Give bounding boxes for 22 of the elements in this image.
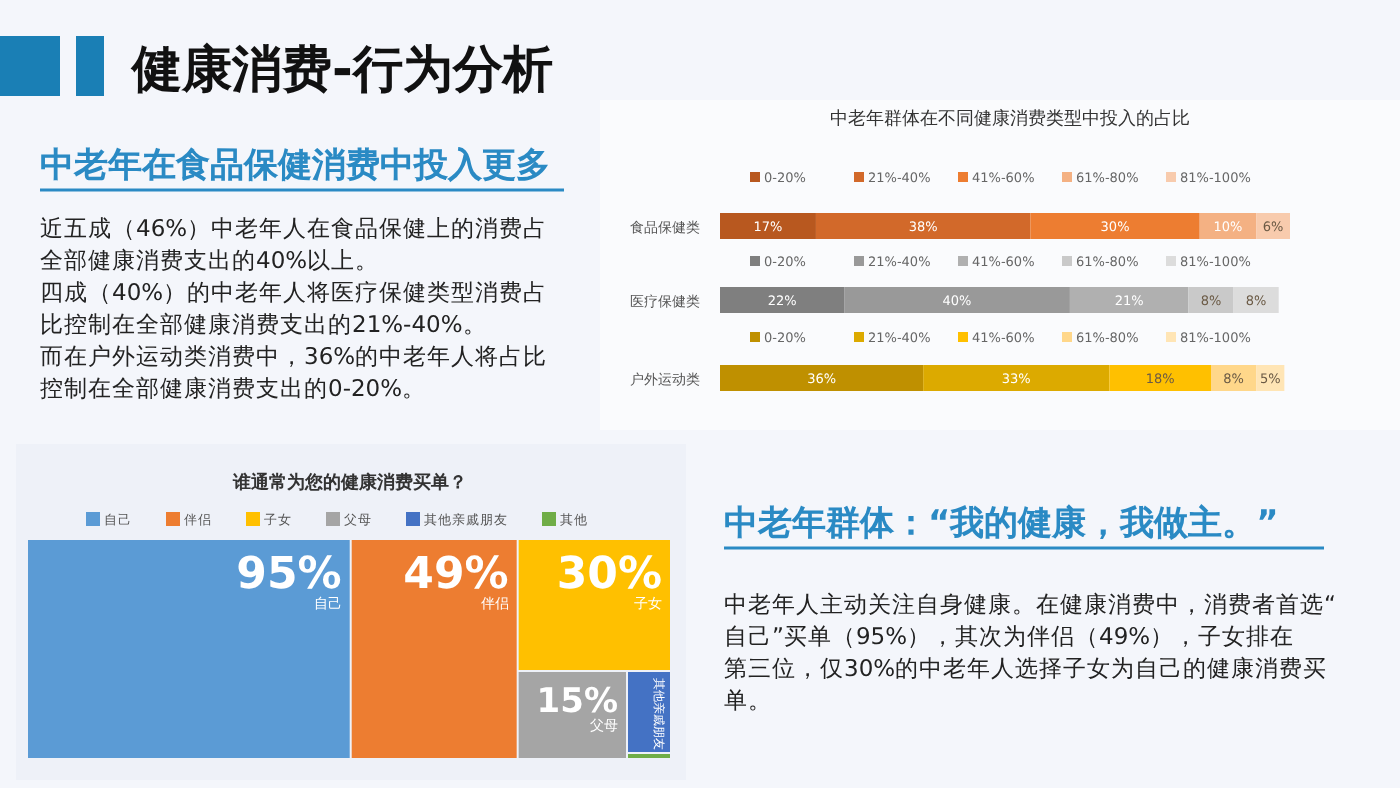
bar bbox=[720, 287, 845, 313]
data-label: 49% bbox=[403, 550, 509, 600]
bar bbox=[844, 287, 1070, 313]
text: 而在户外运动类消费中，36%的中老年人将占比控制在全部健康消费支出的0-20%。 bbox=[40, 342, 548, 402]
text: 谁通常为您的健康消费买单？ bbox=[231, 472, 467, 494]
bar bbox=[720, 213, 816, 239]
text: 中老年在食品保健消费中投入更多 bbox=[40, 146, 550, 186]
bar bbox=[720, 365, 924, 391]
bar bbox=[1109, 365, 1211, 391]
chart-title: 中老年群体在不同健康消费类型中投入的占比 bbox=[830, 108, 1190, 130]
bar bbox=[1188, 287, 1234, 313]
text: 近五成（46%）中老年人在食品保健上的消费占全部健康消费支出的40%以上。 bbox=[40, 214, 548, 274]
bar bbox=[923, 365, 1110, 391]
bar bbox=[815, 213, 1031, 239]
data-label: 30% bbox=[556, 550, 662, 600]
text: 中老年群体：“我的健康，我做主。” bbox=[724, 504, 1279, 544]
bar bbox=[1030, 213, 1200, 239]
data-label: 15% bbox=[536, 682, 618, 722]
text: 四成（40%）的中老年人将医疗保健类型消费占比控制在全部健康消费支出的21%-40%。 bbox=[40, 278, 548, 338]
bar bbox=[1069, 287, 1189, 313]
text: 健康消费-行为分析 bbox=[130, 40, 553, 98]
text: 中老年人主动关注自身健康。在健康消费中，消费者首选“自己”买单（95%），其次为伴侣（49%），子女排在第三位，仅30%的中老年人选择子女为自己的健康消费买单。 bbox=[724, 590, 1336, 714]
